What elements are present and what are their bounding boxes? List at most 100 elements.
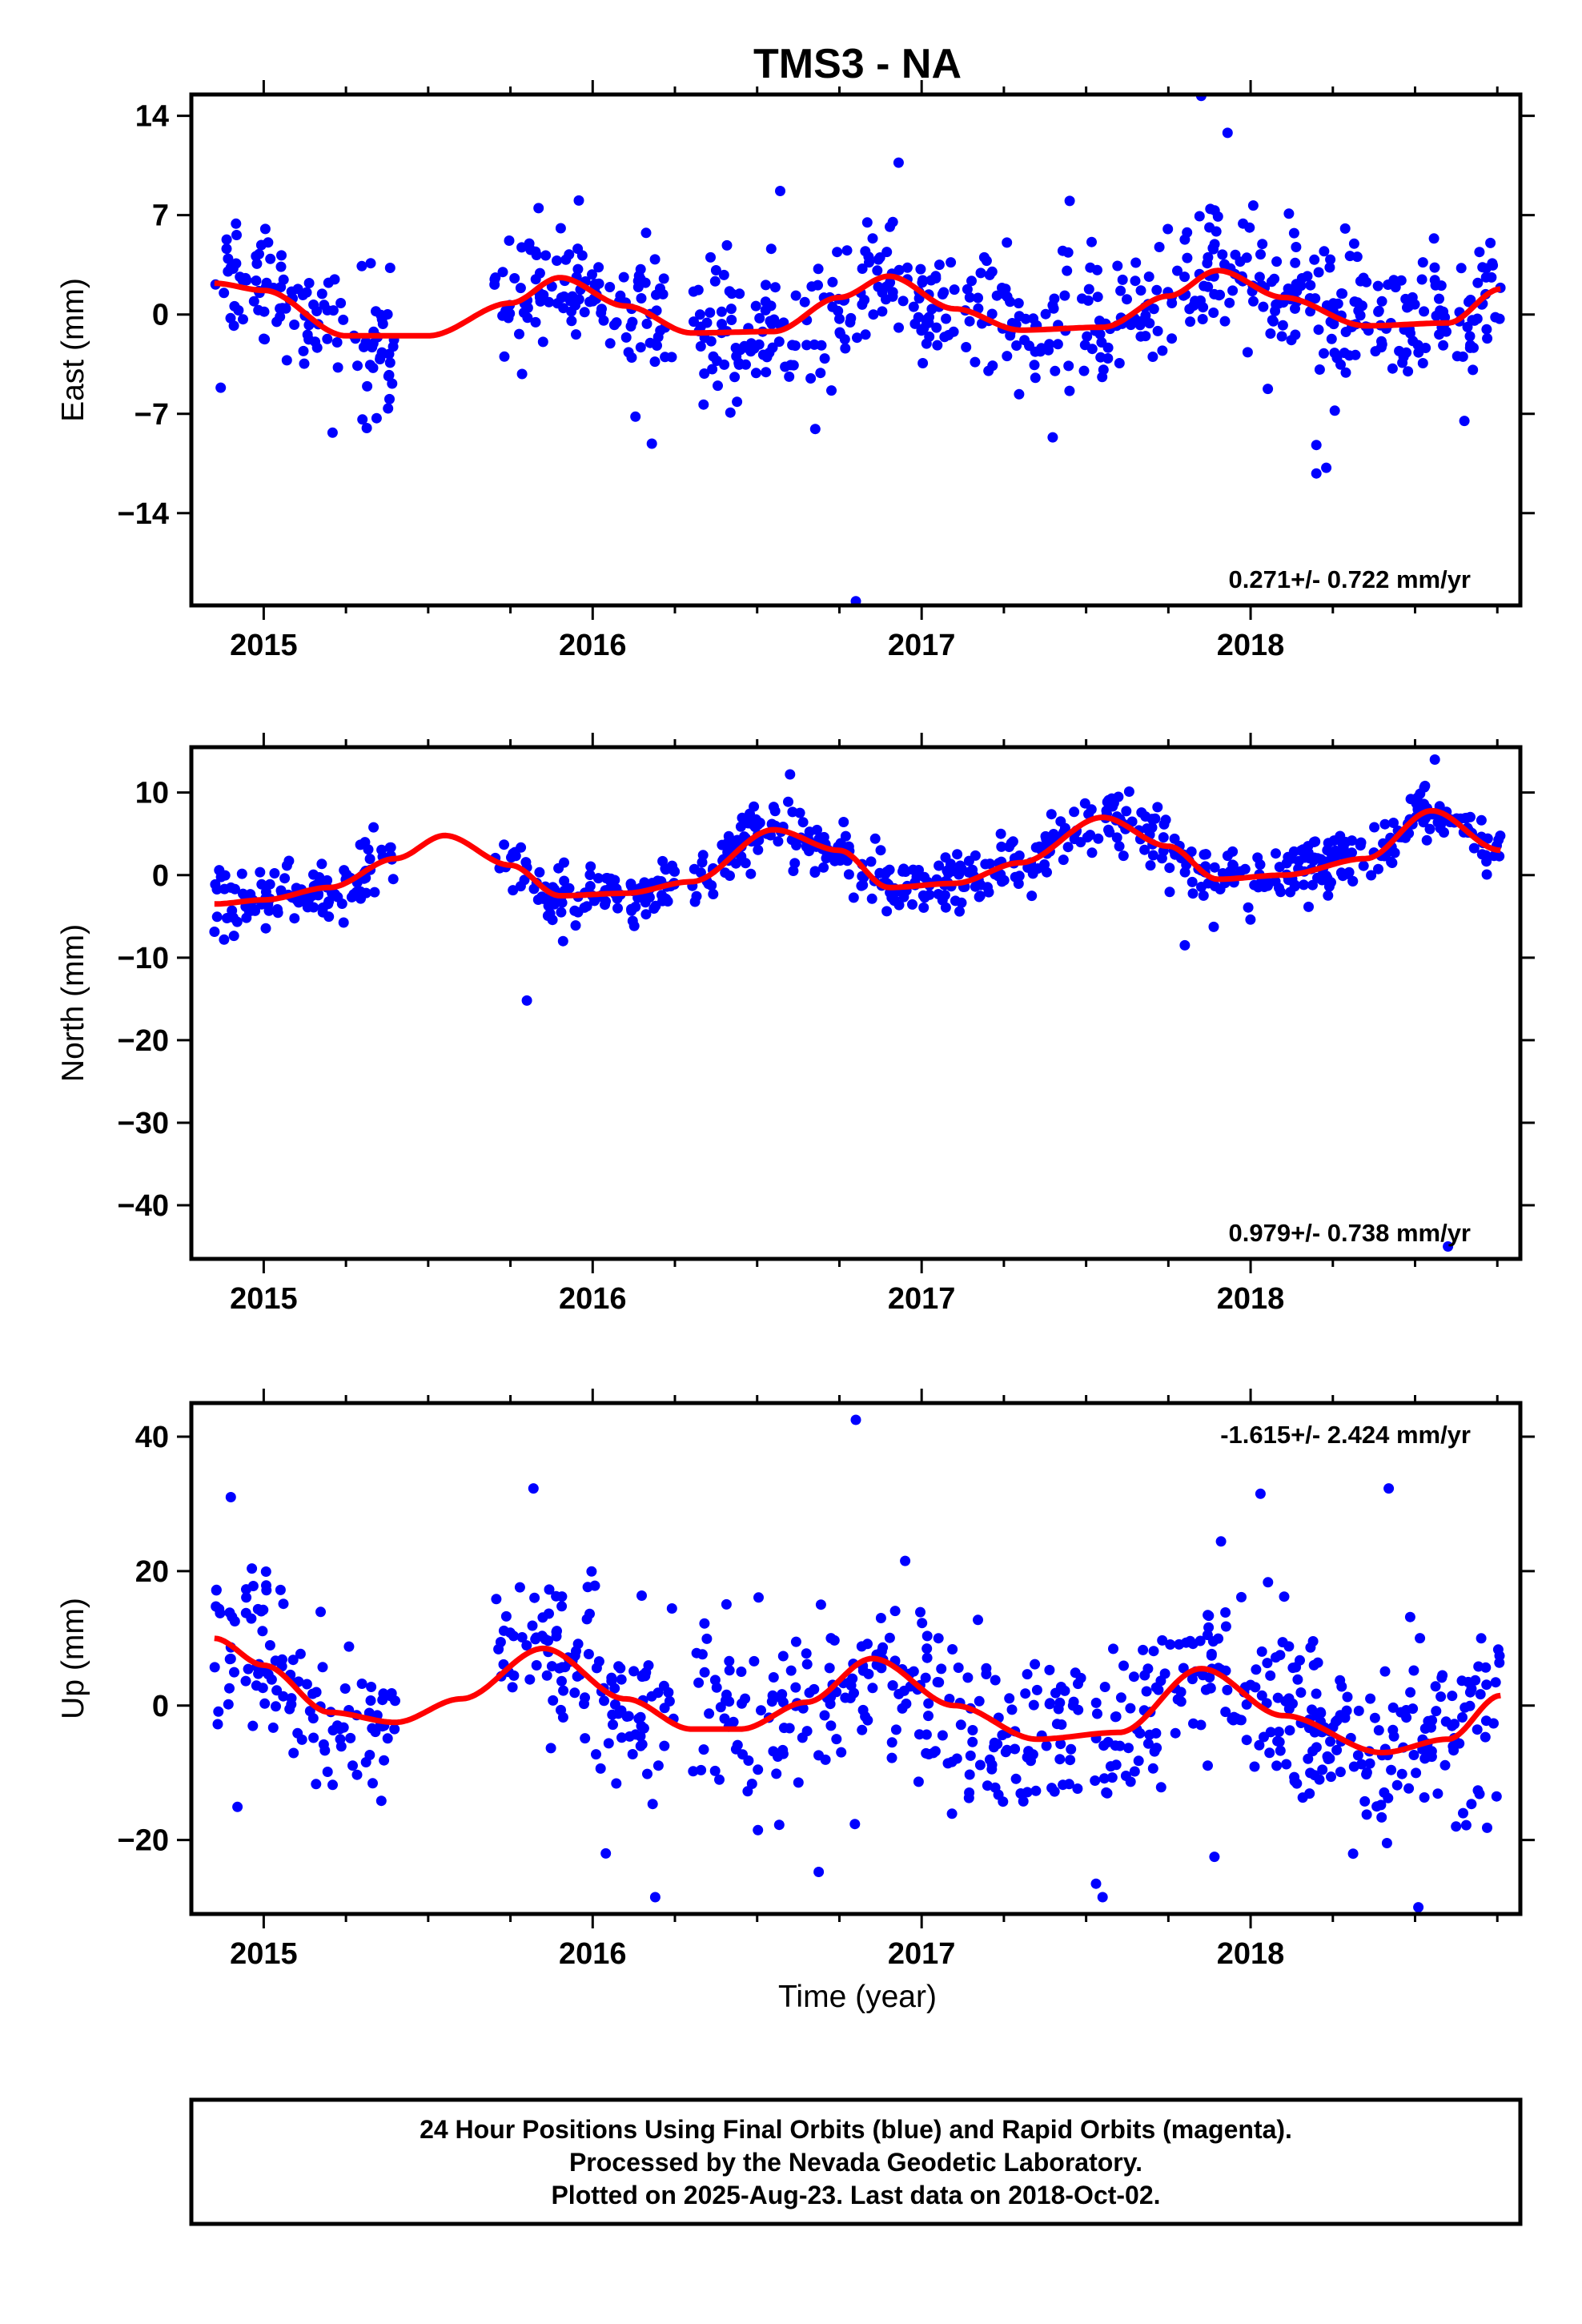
data-point	[801, 340, 813, 351]
data-point	[1298, 879, 1309, 891]
data-point	[1364, 1758, 1375, 1769]
data-point	[1387, 858, 1398, 868]
data-point	[1005, 296, 1016, 308]
data-point	[327, 427, 338, 438]
data-point	[860, 329, 871, 340]
data-point	[840, 343, 851, 354]
y-tick-label: −7	[135, 398, 169, 432]
data-point-outlier	[521, 995, 532, 1006]
data-point	[1295, 1687, 1307, 1698]
data-point	[1230, 249, 1241, 260]
data-point	[921, 1630, 933, 1642]
data-point	[1403, 301, 1414, 312]
data-point	[315, 1606, 326, 1618]
data-point	[569, 1687, 580, 1699]
data-point	[263, 1669, 274, 1680]
data-point	[611, 1778, 622, 1789]
data-point	[332, 362, 343, 373]
data-point	[495, 1637, 506, 1647]
data-point	[552, 255, 562, 266]
data-point	[769, 282, 781, 293]
data-point	[281, 355, 292, 366]
y-axis-title: East (mm)	[56, 278, 90, 422]
data-point	[1227, 846, 1239, 857]
data-point	[371, 306, 381, 317]
panel-1: 2015 2016 2017 2018 14 7 0 −7 −14 East (mm) 0.271+…	[56, 80, 1535, 662]
data-point	[995, 828, 1006, 839]
data-point	[1243, 902, 1254, 913]
data-point	[558, 303, 569, 314]
data-point	[579, 307, 590, 318]
data-point	[1274, 862, 1285, 873]
data-point	[1321, 300, 1332, 311]
data-point	[869, 833, 881, 844]
data-point	[308, 902, 319, 913]
data-point	[1395, 275, 1407, 286]
y-tick-label: 10	[135, 777, 169, 810]
data-point	[497, 310, 508, 321]
data-point	[1456, 263, 1467, 274]
data-point	[331, 337, 343, 348]
data-point	[1115, 285, 1126, 296]
data-point	[616, 1732, 627, 1743]
data-point-outlier	[600, 1848, 612, 1859]
data-point	[1196, 882, 1207, 892]
data-point	[732, 396, 743, 408]
data-point	[514, 1582, 525, 1593]
data-point	[916, 325, 927, 336]
data-point	[255, 1606, 267, 1617]
data-point	[827, 276, 838, 287]
data-point	[1309, 1727, 1320, 1738]
data-point	[1044, 1664, 1055, 1675]
data-point	[635, 1740, 646, 1751]
data-point	[789, 340, 801, 352]
data-point	[303, 320, 315, 331]
data-point	[311, 1687, 322, 1698]
data-point	[1349, 296, 1360, 308]
data-point-outlier	[557, 935, 568, 947]
data-point	[1427, 1715, 1438, 1726]
data-point	[825, 1633, 837, 1644]
data-point	[1440, 1716, 1452, 1727]
data-point	[964, 1787, 975, 1798]
data-point	[1265, 328, 1276, 339]
data-point	[699, 1618, 710, 1629]
data-point	[750, 300, 761, 312]
data-point	[1418, 817, 1429, 828]
data-point	[1066, 1743, 1077, 1755]
data-point	[245, 905, 256, 916]
data-point	[1085, 262, 1096, 273]
data-point	[901, 262, 913, 273]
data-point	[241, 1592, 252, 1603]
data-point	[300, 892, 311, 903]
data-point	[1150, 813, 1161, 824]
data-point	[259, 334, 271, 345]
data-point	[212, 1719, 223, 1730]
data-point	[311, 342, 323, 353]
data-point	[666, 352, 677, 363]
data-point	[1439, 1759, 1451, 1771]
data-point-outlier	[646, 438, 657, 449]
data-point	[736, 851, 747, 862]
data-point	[705, 307, 716, 318]
data-point	[937, 289, 948, 300]
data-point	[260, 923, 271, 934]
data-point	[974, 1695, 985, 1707]
data-point	[950, 895, 961, 907]
data-point	[1415, 1633, 1426, 1644]
data-point	[885, 277, 896, 288]
data-point	[1135, 285, 1146, 296]
x-tick-label: 2016	[559, 1937, 627, 1971]
data-point	[626, 905, 637, 916]
data-point	[1110, 1759, 1122, 1771]
data-point	[915, 1606, 926, 1618]
data-point	[1030, 346, 1041, 357]
data-point	[514, 328, 524, 340]
x-tick-label: 2015	[230, 1937, 298, 1971]
data-point	[1269, 273, 1280, 284]
data-point	[1408, 1665, 1419, 1676]
data-point	[238, 314, 248, 325]
data-point	[768, 802, 779, 813]
data-point	[379, 1755, 390, 1766]
data-point	[1256, 1690, 1267, 1701]
